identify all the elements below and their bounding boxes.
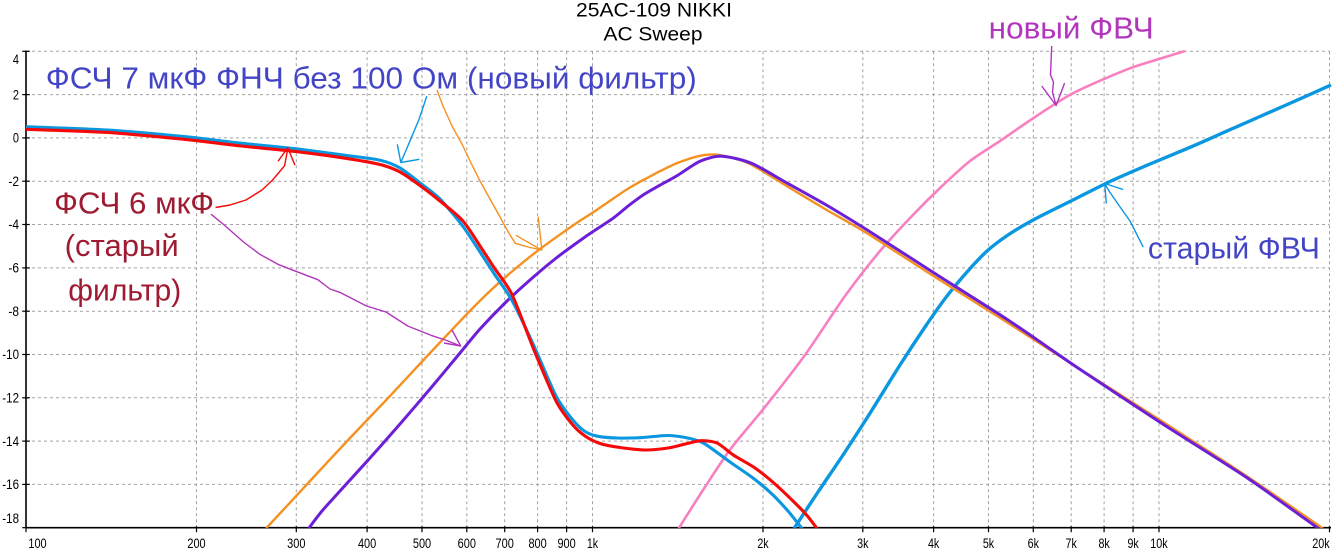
svg-text:300: 300 — [287, 536, 305, 551]
svg-text:-4: -4 — [8, 217, 19, 232]
svg-text:-2: -2 — [8, 174, 19, 189]
svg-text:400: 400 — [358, 536, 376, 551]
svg-text:1k: 1k — [587, 536, 598, 551]
svg-text:25AC-109 NIKKI: 25AC-109 NIKKI — [576, 1, 732, 22]
svg-text:2: 2 — [13, 87, 19, 102]
svg-text:AC Sweep: AC Sweep — [604, 25, 703, 46]
svg-text:9k: 9k — [1127, 536, 1138, 551]
svg-text:-8: -8 — [8, 304, 19, 319]
svg-text:20k: 20k — [1312, 536, 1330, 551]
svg-text:-18: -18 — [2, 511, 19, 526]
svg-text:ФСЧ 6 мкФ: ФСЧ 6 мкФ — [54, 187, 214, 221]
svg-text:новый ФВЧ: новый ФВЧ — [989, 12, 1154, 46]
svg-text:ФСЧ 7 мкФ ФНЧ без 100 Ом (нов: ФСЧ 7 мкФ ФНЧ без 100 Ом (новый фильтр) — [46, 62, 697, 96]
svg-text:-12: -12 — [2, 391, 19, 406]
svg-text:старый ФВЧ: старый ФВЧ — [1148, 232, 1320, 266]
svg-text:4: 4 — [13, 52, 19, 67]
svg-text:4k: 4k — [928, 536, 939, 551]
svg-text:фильтр): фильтр) — [68, 274, 181, 308]
svg-text:900: 900 — [557, 536, 575, 551]
svg-text:500: 500 — [413, 536, 431, 551]
svg-text:2k: 2k — [757, 536, 768, 551]
svg-text:7k: 7k — [1066, 536, 1077, 551]
svg-text:6k: 6k — [1028, 536, 1039, 551]
svg-text:700: 700 — [496, 536, 514, 551]
svg-text:100: 100 — [28, 536, 46, 551]
svg-text:800: 800 — [528, 536, 546, 551]
svg-text:(старый: (старый — [65, 229, 179, 263]
svg-text:5k: 5k — [983, 536, 994, 551]
svg-text:600: 600 — [458, 536, 476, 551]
svg-text:8k: 8k — [1098, 536, 1109, 551]
svg-text:-16: -16 — [2, 477, 19, 492]
svg-text:10k: 10k — [1150, 536, 1168, 551]
svg-text:0: 0 — [13, 131, 19, 146]
svg-text:-14: -14 — [2, 434, 19, 449]
svg-text:200: 200 — [187, 536, 205, 551]
svg-text:-10: -10 — [2, 347, 19, 362]
svg-text:-6: -6 — [8, 261, 19, 276]
svg-text:3k: 3k — [857, 536, 868, 551]
